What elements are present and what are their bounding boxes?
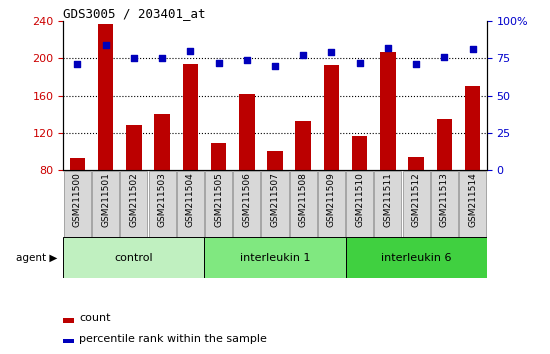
FancyBboxPatch shape [177,171,204,236]
Point [299,53,307,58]
Bar [465,86,480,244]
Text: control: control [114,252,153,263]
Text: interleukin 6: interleukin 6 [381,252,452,263]
Bar [295,121,311,244]
Text: GSM211514: GSM211514 [468,173,477,227]
Point [271,63,279,69]
Text: interleukin 1: interleukin 1 [240,252,310,263]
Bar [63,339,74,343]
Bar [437,119,452,244]
FancyBboxPatch shape [148,171,175,236]
Point [101,42,110,48]
Text: GSM211509: GSM211509 [327,173,336,228]
Bar [324,65,339,244]
Text: GSM211504: GSM211504 [186,173,195,227]
Text: GSM211508: GSM211508 [299,173,308,228]
Text: GSM211501: GSM211501 [101,173,110,228]
Text: agent ▶: agent ▶ [16,252,58,263]
FancyBboxPatch shape [375,171,402,236]
Text: GSM211511: GSM211511 [383,173,393,228]
Text: GSM211503: GSM211503 [157,173,167,228]
Point [214,60,223,66]
Text: GSM211502: GSM211502 [129,173,139,227]
Text: GSM211500: GSM211500 [73,173,82,228]
Point [243,57,251,63]
FancyBboxPatch shape [64,171,91,236]
Point [355,60,364,66]
Text: count: count [79,313,111,324]
FancyBboxPatch shape [205,237,345,278]
Point [73,62,82,67]
Bar [63,319,74,323]
Bar [352,136,367,244]
FancyBboxPatch shape [346,171,373,236]
Text: GSM211512: GSM211512 [411,173,421,227]
Point [440,54,449,60]
Text: GSM211506: GSM211506 [242,173,251,228]
FancyBboxPatch shape [261,171,289,236]
FancyBboxPatch shape [459,171,486,236]
FancyBboxPatch shape [345,237,487,278]
FancyBboxPatch shape [431,171,458,236]
FancyBboxPatch shape [403,171,430,236]
Point [186,48,195,54]
Bar [409,157,424,244]
Text: percentile rank within the sample: percentile rank within the sample [79,333,267,344]
Point [412,62,421,67]
Point [327,50,336,55]
FancyBboxPatch shape [318,171,345,236]
Bar [211,143,226,244]
FancyBboxPatch shape [120,171,147,236]
Text: GSM211507: GSM211507 [271,173,279,228]
Bar [126,125,141,244]
FancyBboxPatch shape [92,171,119,236]
FancyBboxPatch shape [63,237,205,278]
Bar [267,152,283,244]
Bar [155,114,170,244]
Bar [239,94,255,244]
Point [383,45,392,51]
Bar [183,64,198,244]
Text: GDS3005 / 203401_at: GDS3005 / 203401_at [63,7,206,20]
Text: GSM211505: GSM211505 [214,173,223,228]
Point [129,56,138,61]
Text: GSM211513: GSM211513 [440,173,449,228]
Bar [98,24,113,244]
FancyBboxPatch shape [205,171,232,236]
Point [468,47,477,52]
FancyBboxPatch shape [233,171,260,236]
Text: GSM211510: GSM211510 [355,173,364,228]
Bar [70,158,85,244]
Bar [380,52,395,244]
FancyBboxPatch shape [290,171,317,236]
Point [158,56,167,61]
